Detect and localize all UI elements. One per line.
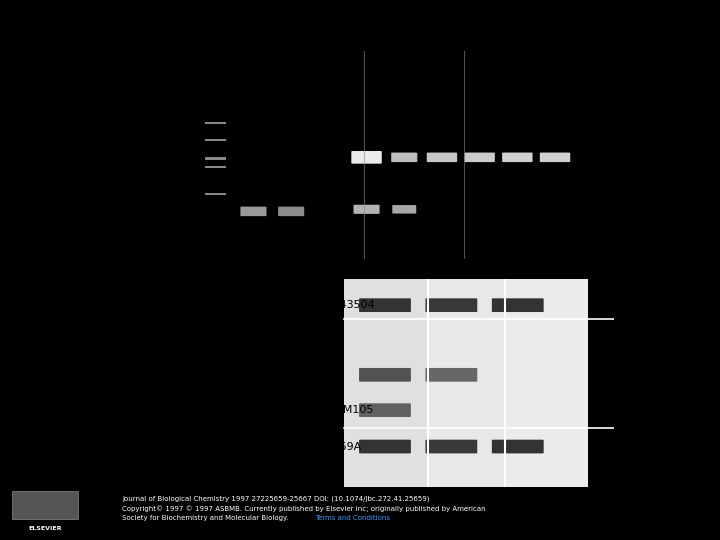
Text: 5: 5 (364, 27, 369, 37)
FancyBboxPatch shape (426, 298, 477, 312)
FancyBboxPatch shape (359, 403, 411, 417)
Text: ELSEVIER: ELSEVIER (28, 525, 62, 531)
Text: H. felis: H. felis (297, 370, 336, 380)
Text: 6: 6 (401, 27, 408, 37)
FancyBboxPatch shape (351, 151, 382, 164)
FancyBboxPatch shape (354, 205, 379, 214)
FancyBboxPatch shape (540, 152, 570, 162)
Text: 3: 3 (288, 27, 294, 37)
Text: 2176: 2176 (115, 118, 135, 126)
FancyBboxPatch shape (502, 152, 533, 162)
Text: Terms and Conditions: Terms and Conditions (315, 515, 390, 521)
FancyBboxPatch shape (278, 207, 305, 216)
Text: C. jejuni: C. jejuni (291, 335, 336, 346)
Text: H. pylori: H. pylori (289, 300, 336, 310)
Text: 9: 9 (514, 27, 521, 37)
Text: 11: 11 (586, 27, 600, 37)
Bar (344, 279, 428, 487)
Text: Society for Biochemistry and Molecular Biology.: Society for Biochemistry and Molecular B… (122, 515, 291, 521)
FancyBboxPatch shape (240, 207, 266, 216)
Text: 1766: 1766 (115, 134, 135, 143)
Bar (205, 157, 227, 160)
Text: 7: 7 (438, 27, 445, 37)
Bar (205, 139, 227, 141)
Text: 42°C: 42°C (438, 256, 465, 267)
Text: 37°C: 37°C (372, 256, 399, 267)
Bar (205, 193, 227, 195)
Text: A: A (158, 38, 172, 56)
FancyBboxPatch shape (426, 440, 477, 454)
Text: Figure 4: Figure 4 (332, 15, 388, 29)
Bar (205, 122, 227, 125)
FancyBboxPatch shape (359, 298, 411, 312)
FancyBboxPatch shape (464, 152, 495, 162)
Text: 1230: 1230 (115, 153, 135, 162)
Text: H. pylori: H. pylori (289, 442, 336, 451)
Text: 1033: 1033 (115, 161, 135, 170)
Text: 2: 2 (251, 27, 256, 37)
Text: JM105: JM105 (336, 405, 373, 415)
Text: L. coli: L. coli (303, 405, 336, 415)
Text: 68°C: 68°C (504, 256, 531, 267)
FancyBboxPatch shape (492, 298, 544, 312)
Text: 69A: 69A (336, 442, 361, 451)
FancyBboxPatch shape (427, 152, 457, 162)
FancyBboxPatch shape (426, 368, 477, 382)
FancyBboxPatch shape (391, 152, 418, 162)
FancyBboxPatch shape (359, 368, 411, 382)
Bar (428, 279, 505, 487)
Bar (12, 491, 78, 519)
Text: Journal of Biological Chemistry 1997 27225659-25667 DOI: (10.1074/jbc.272.41.256: Journal of Biological Chemistry 1997 272… (122, 496, 430, 502)
Text: 1: 1 (212, 27, 219, 37)
Bar (205, 166, 227, 168)
Text: 653: 653 (120, 188, 135, 197)
Text: B: B (158, 256, 172, 274)
Text: 8: 8 (477, 27, 482, 37)
FancyBboxPatch shape (359, 440, 411, 454)
Bar (505, 279, 588, 487)
Text: 43504: 43504 (336, 300, 374, 310)
Text: Copyright© 1997 © 1997 ASBMB. Currently published by Elsevier Inc; originally pu: Copyright© 1997 © 1997 ASBMB. Currently … (122, 505, 486, 512)
FancyBboxPatch shape (392, 205, 416, 213)
Text: 4: 4 (325, 27, 332, 37)
Text: 10: 10 (549, 27, 561, 37)
FancyBboxPatch shape (492, 440, 544, 454)
